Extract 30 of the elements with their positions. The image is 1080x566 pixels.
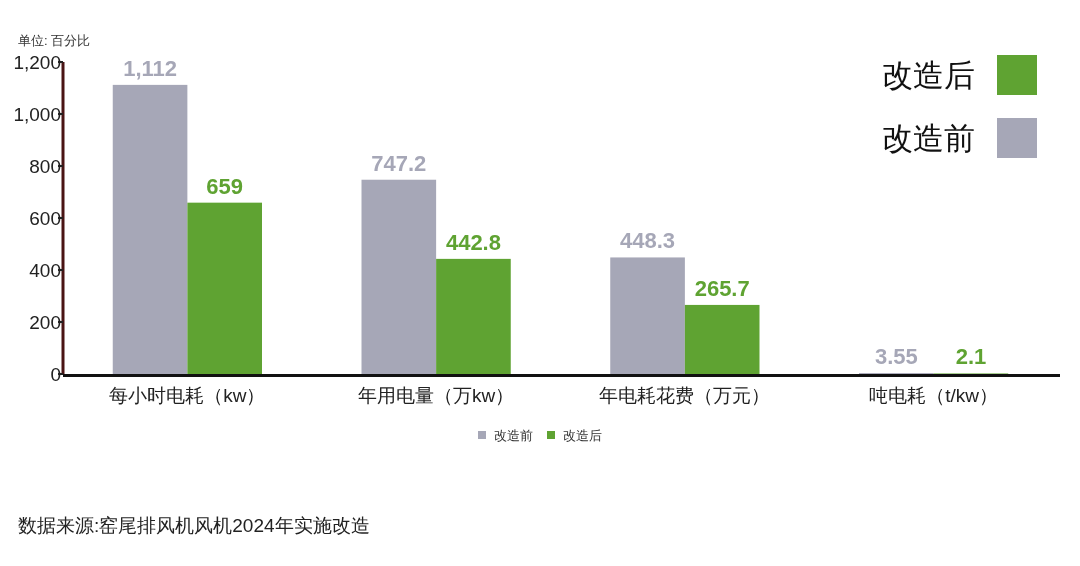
data-label: 747.2 <box>371 150 427 176</box>
data-label: 659 <box>206 173 244 199</box>
bar <box>436 258 511 374</box>
x-tick-label: 年用电量（万kw） <box>358 384 515 406</box>
data-label: 265.7 <box>694 275 750 301</box>
data-label: 3.55 <box>874 344 918 370</box>
data-label: 442.8 <box>445 229 501 255</box>
data-label: 1,112 <box>123 55 177 81</box>
bar <box>187 202 262 374</box>
y-tick-label: 200 <box>29 311 61 333</box>
y-tick-label: 800 <box>29 155 61 177</box>
y-tick-label: 600 <box>29 207 61 229</box>
x-tick-label: 每小时电耗（kw） <box>109 384 266 406</box>
y-tick-label: 1,000 <box>13 103 61 125</box>
y-axis-title: 单位: 百分比 <box>18 33 91 48</box>
bar <box>610 257 685 374</box>
bar <box>684 304 760 374</box>
legend-label: 改造后 <box>563 427 602 443</box>
data-label: 2.1 <box>955 344 987 370</box>
legend-label: 改造前 <box>494 427 533 443</box>
y-tick-label: 400 <box>29 259 61 281</box>
legend-large: 改造后 改造前 <box>882 55 1037 158</box>
x-tick-label: 吨电耗（t/kw） <box>869 384 999 406</box>
y-tick-label: 1,200 <box>13 51 61 73</box>
bar <box>361 179 437 374</box>
x-tick-label: 年电耗花费（万元） <box>599 384 771 406</box>
y-tick-label: 0 <box>50 363 61 385</box>
data-label: 448.3 <box>620 228 676 254</box>
source-note: 数据来源:窑尾排风机风机2024年实施改造 <box>18 514 370 536</box>
bar <box>112 84 188 374</box>
